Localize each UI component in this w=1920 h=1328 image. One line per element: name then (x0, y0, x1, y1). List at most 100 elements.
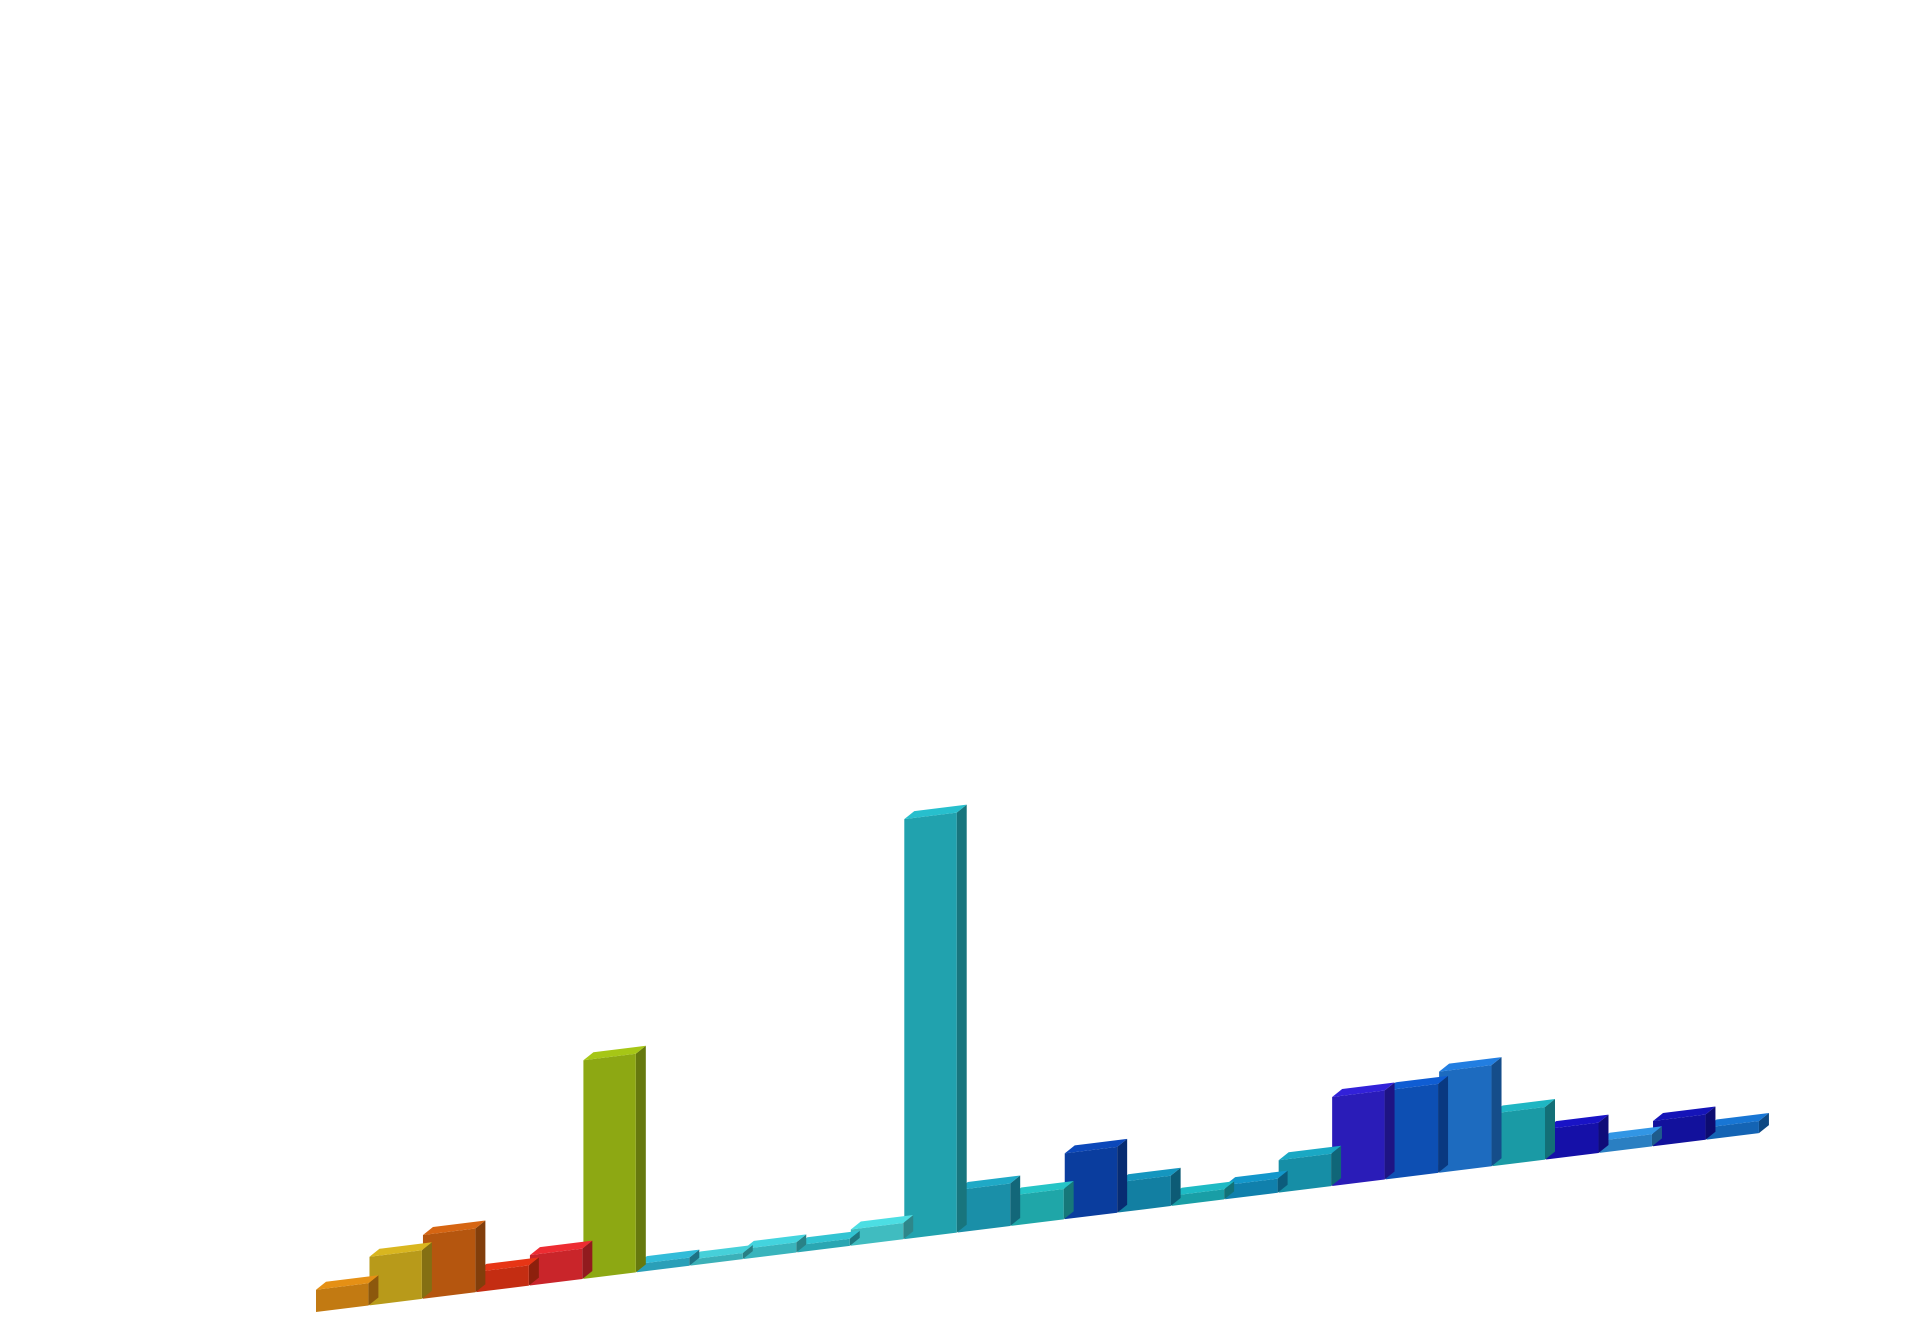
bar-front (743, 1242, 797, 1259)
bar-top (1653, 1106, 1716, 1121)
bar-front (1332, 1090, 1385, 1187)
bar (529, 1240, 593, 1286)
bar-front (957, 1183, 1011, 1233)
bar-side (1545, 1099, 1556, 1160)
bar-top (743, 1234, 807, 1249)
bar-top (636, 1249, 700, 1265)
bar (1332, 1082, 1395, 1187)
bar-top (1278, 1145, 1342, 1161)
bar-side (528, 1257, 539, 1286)
bar-top (529, 1240, 593, 1256)
bar-front (904, 812, 957, 1240)
bar (904, 804, 967, 1240)
bar-side (475, 1220, 486, 1293)
bar-front (850, 1223, 904, 1246)
bar-side (1384, 1082, 1395, 1180)
bar-front (1385, 1083, 1439, 1180)
bar-side (1491, 1057, 1502, 1167)
bar-front (1492, 1107, 1546, 1167)
bar-top (1064, 1138, 1128, 1154)
bar (797, 1230, 860, 1253)
bar-front (1653, 1114, 1706, 1147)
bar-side (1224, 1181, 1235, 1200)
bar-side (1705, 1106, 1716, 1140)
bar-top (1332, 1082, 1395, 1097)
bar-side (1117, 1138, 1128, 1213)
bar-side (1758, 1112, 1769, 1134)
bar-side (1331, 1145, 1342, 1187)
bar-front (1064, 1146, 1118, 1220)
bar-front (1278, 1153, 1332, 1193)
bar-front (797, 1238, 850, 1253)
bar-side (421, 1242, 432, 1299)
bar (1171, 1181, 1235, 1206)
bar (476, 1257, 539, 1293)
bar-front (1118, 1175, 1171, 1213)
bar (743, 1234, 807, 1259)
bar-front (1011, 1188, 1064, 1226)
bar-top (1118, 1167, 1181, 1183)
bar (1599, 1126, 1662, 1153)
bar (369, 1242, 432, 1306)
bar (957, 1175, 1021, 1233)
bar-top (1599, 1126, 1662, 1141)
bar-front (583, 1053, 636, 1279)
bar-front (476, 1265, 529, 1293)
bar (850, 1215, 914, 1246)
bar-front (316, 1283, 369, 1312)
bar (1653, 1106, 1716, 1147)
bar-side (1651, 1126, 1662, 1147)
bar-top (1225, 1170, 1288, 1186)
bar-top (476, 1257, 539, 1272)
bar-side (635, 1045, 646, 1273)
bar (1118, 1167, 1181, 1213)
bar-front (422, 1228, 476, 1299)
bar (1278, 1145, 1342, 1193)
bar-front (529, 1248, 583, 1286)
bar-top (1492, 1099, 1556, 1114)
bar-side (1277, 1170, 1288, 1193)
bar (636, 1249, 700, 1273)
bar (583, 1045, 646, 1279)
bar (690, 1245, 753, 1266)
bar-side (1438, 1075, 1449, 1173)
bar-front (690, 1253, 743, 1266)
bar-side (368, 1275, 379, 1306)
bar-side (956, 804, 967, 1233)
bar-side (1063, 1180, 1074, 1220)
bar (1385, 1075, 1449, 1180)
bar-top (1011, 1180, 1074, 1196)
bar-front (1706, 1120, 1759, 1140)
bar-top (797, 1230, 860, 1246)
bar (1011, 1180, 1074, 1226)
bar-top (1706, 1112, 1769, 1128)
bar-top (583, 1045, 646, 1061)
bar-side (796, 1234, 807, 1253)
bar (316, 1275, 379, 1312)
bar-side (1010, 1175, 1021, 1226)
bar-side (903, 1215, 914, 1240)
bar-front (1439, 1065, 1492, 1173)
bar-top (850, 1215, 914, 1230)
bar (1064, 1138, 1128, 1220)
bar-side (1598, 1114, 1609, 1154)
bar (1546, 1114, 1609, 1160)
bar-top (957, 1175, 1021, 1190)
bar-side (1170, 1167, 1181, 1207)
bar-side (582, 1240, 593, 1279)
bar (1439, 1057, 1502, 1173)
bar (1492, 1099, 1556, 1167)
bar-top (369, 1242, 432, 1257)
bar-front (1225, 1178, 1278, 1200)
bar-side (742, 1245, 753, 1260)
bar-side (689, 1249, 700, 1266)
bar (422, 1220, 486, 1299)
bar-top (1439, 1057, 1502, 1072)
bar (1706, 1112, 1769, 1140)
bar-front (1171, 1189, 1225, 1206)
bar-top (1385, 1075, 1449, 1091)
bar-top (1171, 1181, 1235, 1196)
bar-front (1546, 1122, 1599, 1160)
bar-top (422, 1220, 486, 1235)
